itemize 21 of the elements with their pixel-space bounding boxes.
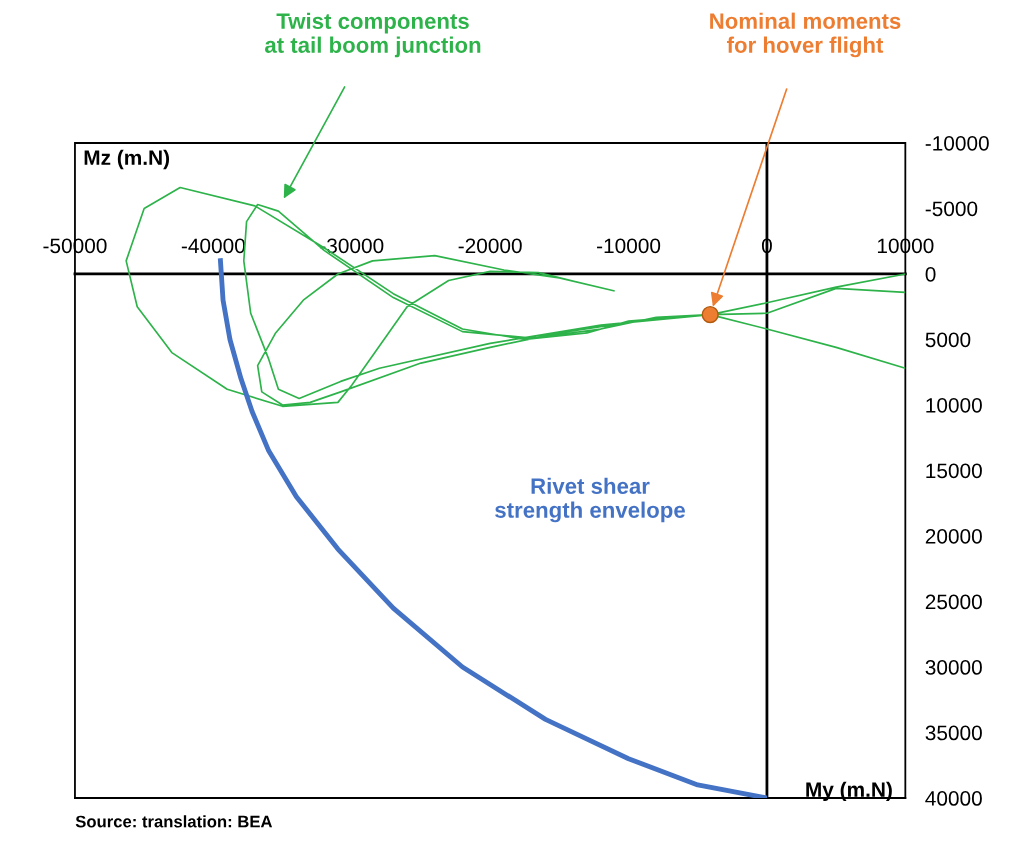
text: Twist components at tail boom junction	[265, 12, 481, 58]
line-series	[217, 255, 770, 799]
y-tick-label: 10000	[926, 397, 982, 413]
y-tick-label: 0	[925, 266, 936, 282]
y-tick-label: -10000	[925, 135, 989, 151]
y-tick-label: 40000	[925, 791, 982, 806]
y-tick-label: 15000	[926, 463, 982, 479]
y-tick-label: 5000	[925, 332, 971, 348]
x-tick-label: -20000	[458, 238, 522, 254]
text: Nominal moments for hover flight	[710, 12, 901, 58]
y-tick-label: 35000	[925, 725, 982, 741]
x-tick-label: -10000	[597, 238, 661, 254]
source-note: Source: translation: BEA	[75, 815, 273, 828]
text: Rivet shear strength envelope	[495, 477, 685, 523]
y-axis-title: Mz (m.N)	[84, 149, 170, 170]
x-tick-label: -30000	[320, 238, 384, 254]
y-tick-label: 30000	[925, 660, 982, 675]
x-axis-title: My (m.N)	[806, 781, 892, 802]
y-tick-label: 20000	[925, 529, 982, 544]
y-tick-label: 25000	[925, 594, 982, 610]
y-tick-label: -5000	[925, 201, 978, 217]
